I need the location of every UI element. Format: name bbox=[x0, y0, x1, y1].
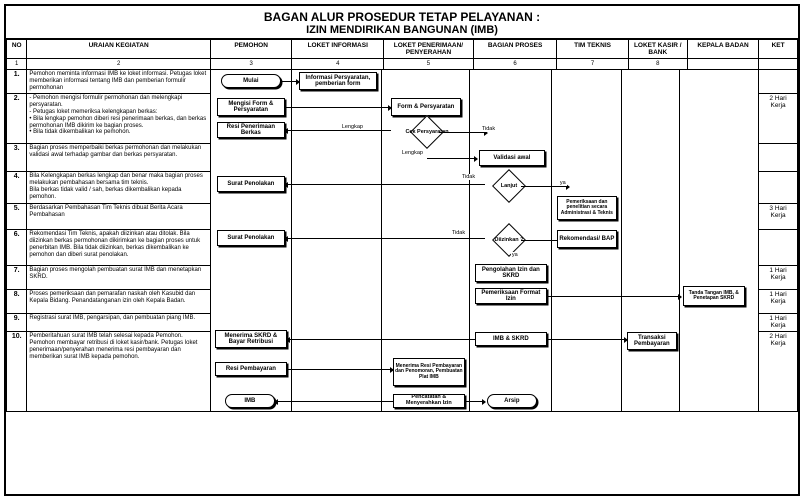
row-ket: 2 Hari Kerja bbox=[759, 94, 798, 144]
title-block: BAGAN ALUR PROSEDUR TETAP PELAYANAN : IZ… bbox=[6, 6, 798, 39]
col-no: NO bbox=[7, 40, 27, 59]
colno-6: 6 bbox=[473, 59, 557, 70]
row-ket bbox=[759, 144, 798, 172]
row-no: 3. bbox=[7, 144, 27, 172]
node-resi-bayar: Resi Pembayaran bbox=[215, 362, 287, 376]
row-uraian: Berdasarkan Pembahasan Tim Teknis dibuat… bbox=[27, 204, 210, 230]
col-loket-kasir: LOKET KASIR / BANK bbox=[628, 40, 687, 59]
col-uraian: URAIAN KEGIATAN bbox=[27, 40, 210, 59]
row-ket: 1 Hari Kerja bbox=[759, 266, 798, 290]
row-uraian: Proses pemeriksaan dan pemarafan naskah … bbox=[27, 290, 210, 314]
col-loket-pp: LOKET PENERIMAAN/ PENYERAHAN bbox=[384, 40, 474, 59]
node-menerima-resi: Menerima Resi Pembayaran dan Penomoran, … bbox=[393, 358, 465, 386]
col-ket: KET bbox=[759, 40, 798, 59]
label-tidak3: Tidak bbox=[451, 230, 466, 236]
node-resi-berkas: Resi Penerimaan Berkas bbox=[217, 122, 285, 138]
row-uraian: Registrasi surat IMB, pengarsipan, dan p… bbox=[27, 314, 210, 332]
flow-canvas: Mulai Informasi Persyaratan, pemberian f… bbox=[210, 70, 758, 412]
row-ket: 3 Hari Kerja bbox=[759, 204, 798, 230]
row-no: 5. bbox=[7, 204, 27, 230]
node-ttd: Tanda Tangan IMB, & Penetapan SKRD bbox=[683, 286, 745, 306]
row-ket bbox=[759, 230, 798, 266]
row-uraian: - Pemohon mengisi formulir permohonan da… bbox=[27, 94, 210, 144]
node-validasi: Validasi awal bbox=[479, 150, 545, 166]
row-ket bbox=[759, 172, 798, 204]
node-imb: IMB bbox=[225, 394, 275, 408]
row-no: 10. bbox=[7, 332, 27, 412]
colno-row: 1 2 3 4 5 6 7 8 bbox=[7, 59, 798, 70]
node-arsip: Arsip bbox=[487, 394, 537, 408]
row-uraian: Pemohon meminta informasi IMB ke loket i… bbox=[27, 70, 210, 94]
row-uraian: Pemberitahuan surat IMB telah selesai ke… bbox=[27, 332, 210, 412]
col-bagian-proses: BAGIAN PROSES bbox=[473, 40, 557, 59]
row-uraian: Bila Kelengkapan berkas lengkap dan bena… bbox=[27, 172, 210, 204]
node-pencatatan: Pencatatan & Menyerahkan Izin bbox=[393, 394, 465, 408]
row-ket: 2 Hari Kerja bbox=[759, 332, 798, 412]
node-form: Form & Persyaratan bbox=[391, 98, 461, 116]
col-pemohon: PEMOHON bbox=[210, 40, 292, 59]
col-loket-info: LOKET INFORMASI bbox=[292, 40, 384, 59]
header-row: NO URAIAN KEGIATAN PEMOHON LOKET INFORMA… bbox=[7, 40, 798, 59]
node-mengisi: Mengisi Form & Persyaratan bbox=[217, 98, 285, 116]
node-pengolahan: Pengolahan Izin dan SKRD bbox=[475, 264, 547, 282]
label-tidak2: Tidak bbox=[461, 174, 476, 180]
row-uraian: Rekomendasi Tim Teknis, apakah diizinkan… bbox=[27, 230, 210, 266]
node-periksa-format: Pemeriksaan Format Izin bbox=[475, 288, 547, 304]
col-tim-teknis: TIM TEKNIS bbox=[557, 40, 628, 59]
document-frame: BAGAN ALUR PROSEDUR TETAP PELAYANAN : IZ… bbox=[4, 4, 800, 496]
node-surat-tolak1: Surat Penolakan bbox=[217, 176, 285, 192]
row-no: 8. bbox=[7, 290, 27, 314]
table-row: 1. Pemohon meminta informasi IMB ke loke… bbox=[7, 70, 798, 94]
row-no: 9. bbox=[7, 314, 27, 332]
row-uraian: Bagian proses mengolah pembuatan surat I… bbox=[27, 266, 210, 290]
title-line1: BAGAN ALUR PROSEDUR TETAP PELAYANAN : bbox=[6, 10, 798, 24]
row-no: 4. bbox=[7, 172, 27, 204]
colno-4: 4 bbox=[292, 59, 384, 70]
label-tidak1: Tidak bbox=[481, 126, 496, 132]
node-pemeriksaan: Pemeriksaan dan penelitian secara Admini… bbox=[557, 196, 617, 220]
row-ket: 1 Hari Kerja bbox=[759, 314, 798, 332]
row-no: 1. bbox=[7, 70, 27, 94]
label-ya1: ya bbox=[559, 180, 567, 186]
colno-blank1 bbox=[687, 59, 758, 70]
label-lengkap2: Lengkap bbox=[401, 150, 424, 156]
node-menerima-skrd: Menerima SKRD & Bayar Retribusi bbox=[215, 330, 287, 348]
node-info: Informasi Persyaratan, pemberian form bbox=[299, 72, 377, 90]
colno-8: 8 bbox=[628, 59, 687, 70]
row-ket: 1 Hari Kerja bbox=[759, 290, 798, 314]
colno-2: 2 bbox=[27, 59, 210, 70]
title-line2: IZIN MENDIRIKAN BANGUNAN (IMB) bbox=[6, 24, 798, 36]
row-ket bbox=[759, 70, 798, 94]
row-no: 6. bbox=[7, 230, 27, 266]
colno-7: 7 bbox=[557, 59, 628, 70]
node-imb-skrd: IMB & SKRD bbox=[475, 332, 547, 346]
colno-5: 5 bbox=[384, 59, 474, 70]
node-surat-tolak2: Surat Penolakan bbox=[217, 230, 285, 246]
node-transaksi: Transaksi Pembayaran bbox=[627, 332, 677, 350]
node-rekom: Rekomendasi/ BAP bbox=[557, 230, 617, 248]
row-no: 2. bbox=[7, 94, 27, 144]
label-lengkap1: Lengkap bbox=[341, 124, 364, 130]
node-mulai: Mulai bbox=[221, 74, 281, 88]
col-kepala-badan: KEPALA BADAN bbox=[687, 40, 758, 59]
row-no: 7. bbox=[7, 266, 27, 290]
row-uraian: Bagian proses memperbaiki berkas permoho… bbox=[27, 144, 210, 172]
colno-3: 3 bbox=[210, 59, 292, 70]
label-ya2: ya bbox=[511, 252, 519, 258]
flow-table: NO URAIAN KEGIATAN PEMOHON LOKET INFORMA… bbox=[6, 39, 798, 412]
colno-blank2 bbox=[759, 59, 798, 70]
colno-1: 1 bbox=[7, 59, 27, 70]
